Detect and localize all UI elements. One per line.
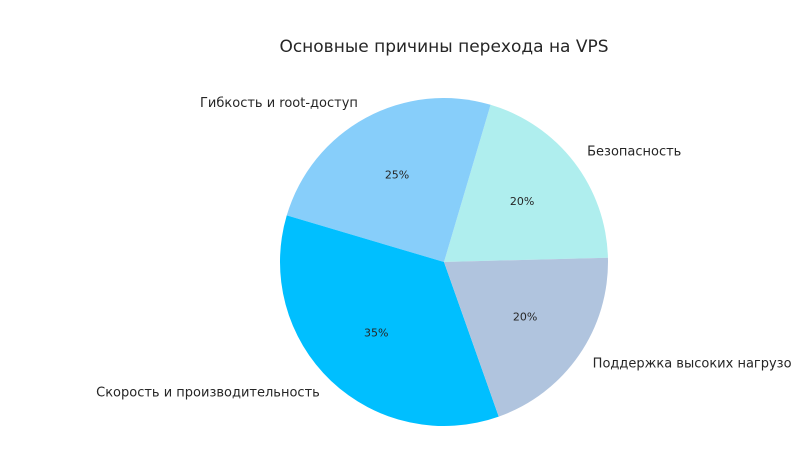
- pie-slice: [286, 98, 491, 262]
- slice-label: Поддержка высоких нагрузок: [593, 357, 792, 372]
- slice-percent-label: 20%: [510, 195, 534, 208]
- pie-slices: [280, 98, 608, 426]
- pie-slice: [280, 215, 499, 426]
- chart-title: Основные причины перехода на VPS: [279, 37, 608, 57]
- slice-label: Скорость и производительность: [96, 385, 320, 400]
- slice-percent-label: 20%: [513, 311, 537, 324]
- pie-slice: [444, 257, 608, 417]
- slice-label: Безопасность: [587, 145, 681, 160]
- pie-slice: [444, 104, 608, 262]
- slice-percent-label: 25%: [385, 169, 409, 182]
- pie-labels: Безопасность 20% Гибкость и root-доступ 25%…: [96, 96, 792, 400]
- slice-percent-label: 35%: [364, 326, 388, 339]
- slice-label: Гибкость и root-доступ: [200, 96, 358, 111]
